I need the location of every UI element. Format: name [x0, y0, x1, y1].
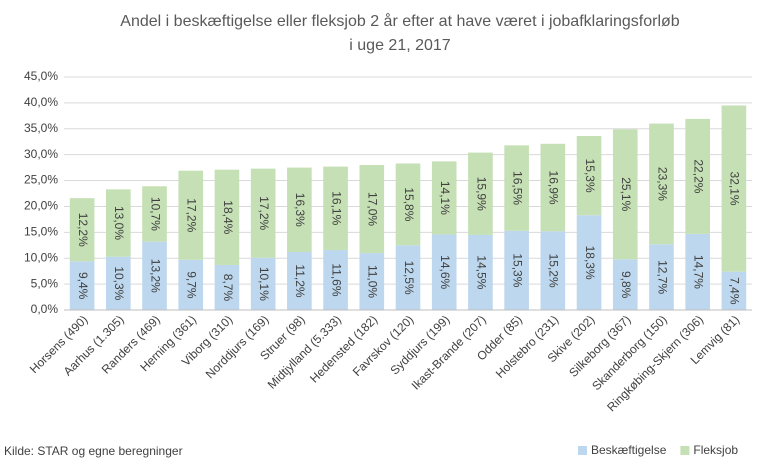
- bar-segment: [540, 231, 566, 310]
- y-tick-label: 20,0%: [24, 199, 58, 213]
- y-tick-label: 30,0%: [24, 147, 58, 161]
- data-label: 16,9%: [547, 171, 561, 205]
- bar-segment: [540, 143, 566, 232]
- bar-segment: [142, 241, 167, 310]
- y-tick-label: 45,0%: [24, 69, 58, 83]
- data-label: 14,6%: [438, 255, 452, 289]
- bar-segment: [612, 129, 638, 260]
- bar-segment: [685, 118, 710, 234]
- data-label: 10,1%: [257, 267, 271, 301]
- data-label: 15,2%: [547, 254, 561, 288]
- data-label: 12,7%: [655, 260, 669, 294]
- bar-segment: [323, 166, 348, 250]
- y-tick-label: 40,0%: [24, 95, 58, 109]
- data-label: 32,1%: [728, 172, 742, 206]
- bar-segment: [69, 261, 95, 310]
- data-label: 14,7%: [692, 255, 706, 289]
- bar-segment: [323, 249, 348, 310]
- bar-segment: [142, 186, 167, 242]
- bar-segment: [431, 161, 457, 235]
- data-label: 22,2%: [692, 159, 706, 193]
- bar-segment: [685, 233, 710, 310]
- bar-segment: [69, 198, 95, 262]
- bar-segment: [106, 189, 131, 257]
- y-tick-label: 5,0%: [31, 276, 59, 290]
- data-label: 13,0%: [112, 206, 126, 240]
- data-label: 10,7%: [148, 197, 162, 231]
- data-label: 10,3%: [112, 266, 126, 300]
- data-label: 15,8%: [402, 187, 416, 221]
- source-note: Kilde: STAR og egne beregninger: [4, 444, 183, 458]
- y-tick-label: 25,0%: [24, 173, 58, 187]
- data-label: 14,1%: [438, 181, 452, 215]
- data-label: 14,5%: [474, 255, 488, 289]
- bar-segment: [106, 256, 131, 310]
- data-label: 25,1%: [619, 177, 633, 211]
- legend-swatch: [680, 446, 690, 455]
- chart-title: i uge 21, 2017: [349, 37, 451, 54]
- bar-segment: [468, 234, 493, 310]
- bar-segment: [649, 123, 674, 245]
- legend-swatch: [578, 446, 587, 455]
- y-tick-label: 15,0%: [24, 225, 58, 239]
- data-label: 11,0%: [366, 265, 380, 298]
- y-tick-label: 0,0%: [31, 302, 59, 316]
- bar-segment: [359, 253, 385, 310]
- bar-segment: [504, 230, 529, 310]
- bar-segment: [576, 136, 602, 216]
- data-label: 11,6%: [329, 263, 343, 296]
- bar-segment: [250, 168, 276, 258]
- bar-segment: [468, 152, 493, 235]
- y-tick-label: 10,0%: [24, 250, 58, 264]
- bar-segment: [178, 259, 204, 310]
- bar-segment: [504, 145, 529, 231]
- bar-segment: [721, 271, 747, 310]
- data-label: 16,3%: [293, 193, 307, 227]
- data-label: 17,2%: [257, 196, 271, 230]
- legend-label: Fleksjob: [693, 443, 738, 457]
- data-label: 15,9%: [474, 177, 488, 211]
- data-label: 16,1%: [329, 191, 343, 225]
- bar-segment: [214, 264, 240, 310]
- data-label: 8,7%: [221, 274, 235, 302]
- data-label: 17,2%: [185, 198, 199, 232]
- data-label: 9,8%: [619, 271, 633, 299]
- data-label: 12,2%: [76, 213, 90, 247]
- bar-segment: [431, 234, 457, 310]
- bar-segment: [395, 245, 421, 310]
- data-label: 16,5%: [510, 171, 524, 205]
- y-tick-label: 35,0%: [24, 121, 58, 135]
- data-label: 18,4%: [221, 200, 235, 234]
- bar-segment: [178, 170, 204, 260]
- data-label: 18,3%: [583, 246, 597, 280]
- bar-segment: [359, 165, 385, 254]
- data-label: 9,4%: [76, 272, 90, 300]
- data-label: 12,5%: [402, 261, 416, 295]
- bar-segment: [649, 244, 674, 310]
- bar-segment: [250, 257, 276, 310]
- bar-segment: [576, 215, 602, 310]
- data-label: 13,2%: [148, 259, 162, 293]
- bar-segment: [287, 167, 312, 253]
- bar-segment: [214, 169, 240, 265]
- data-label: 15,3%: [583, 159, 597, 193]
- data-label: 7,4%: [728, 277, 742, 305]
- data-label: 9,7%: [185, 271, 199, 299]
- legend-label: Beskæftigelse: [591, 443, 667, 457]
- data-label: 17,0%: [366, 192, 380, 226]
- data-label: 23,3%: [655, 167, 669, 201]
- data-label: 15,3%: [510, 253, 524, 287]
- bar-segment: [287, 252, 312, 310]
- data-label: 11,2%: [293, 264, 307, 297]
- chart-title: Andel i beskæftigelse eller fleksjob 2 å…: [120, 12, 679, 30]
- bar-segment: [612, 259, 638, 310]
- bar-segment: [395, 163, 421, 246]
- bar-segment: [721, 105, 747, 272]
